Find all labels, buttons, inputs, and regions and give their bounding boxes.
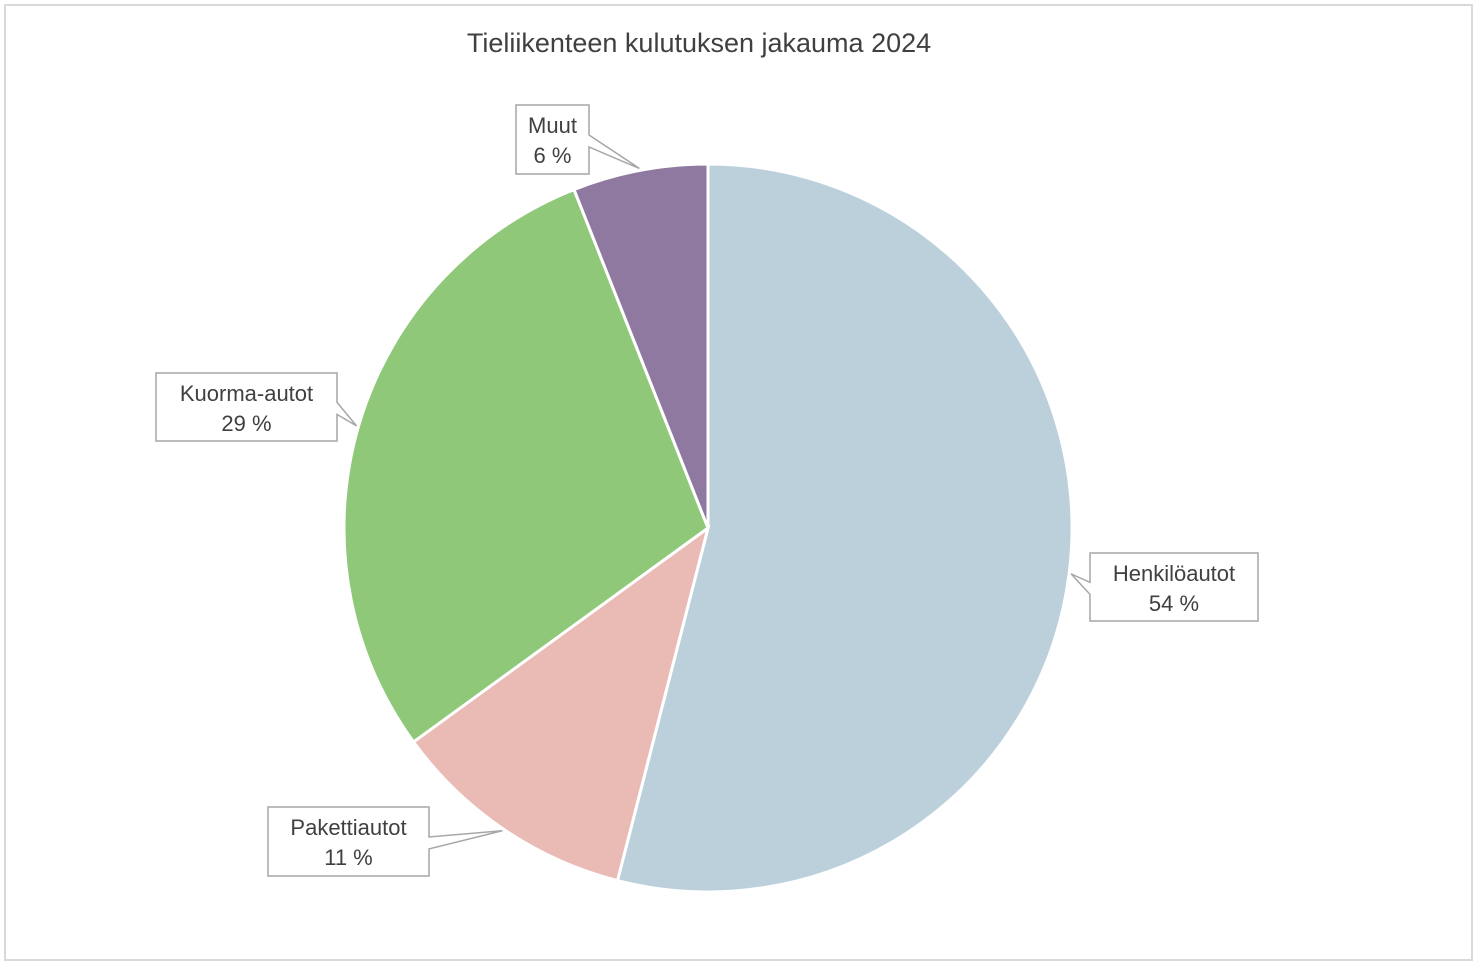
slice-value-muut: 6 % xyxy=(534,143,572,168)
callout-box-henkiloautot xyxy=(1070,552,1259,622)
callout-box-muut xyxy=(515,104,640,175)
slice-label-henkiloautot: Henkilöautot xyxy=(1113,561,1235,586)
chart-title: Tieliikenteen kulutuksen jakauma 2024 xyxy=(466,28,932,58)
pie-slice-muut xyxy=(572,162,710,529)
pie-slice-henkiloautot xyxy=(615,162,1074,894)
slice-value-kuorma-autot: 29 % xyxy=(221,411,271,436)
slice-value-pakettiautot: 11 % xyxy=(324,845,373,870)
slice-label-kuorma-autot: Kuorma-autot xyxy=(180,381,313,406)
slice-label-pakettiautot: Pakettiautot xyxy=(290,815,406,840)
slice-label-muut: Muut xyxy=(528,113,577,138)
callout-box-pakettiautot xyxy=(267,806,503,877)
callout-box-kuorma-autot xyxy=(155,372,358,442)
pie-slice-kuorma-autot xyxy=(342,187,710,745)
pie-slice-pakettiautot xyxy=(411,524,711,883)
slice-value-henkiloautot: 54 % xyxy=(1149,591,1199,616)
